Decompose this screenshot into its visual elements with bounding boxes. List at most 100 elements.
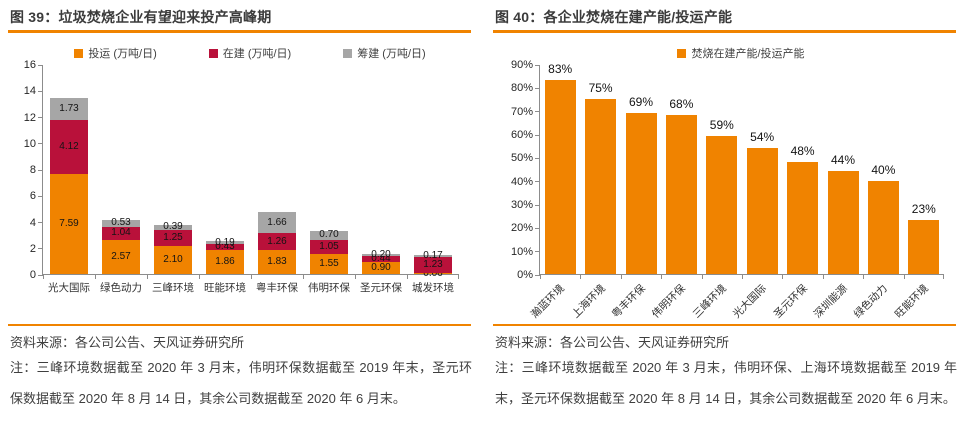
y-axis-tick-label: 6: [29, 190, 36, 203]
x-axis-tick: [95, 274, 96, 279]
x-axis-label: 瀚蓝环境: [528, 282, 568, 321]
x-axis-tick: [620, 274, 622, 279]
source-divider: [8, 324, 471, 326]
x-axis-tick: [199, 274, 200, 279]
bar-segment: [414, 273, 452, 274]
y-axis-tick: [535, 111, 540, 113]
x-axis-label: 光大国际: [730, 282, 770, 321]
data-label: 1.23: [423, 259, 443, 271]
bar-segment: [154, 224, 192, 231]
bar-segment: [258, 249, 296, 274]
plot-area: 0% 10% 20% 30% 40% 50% 60% 70% 80% 90% 83% 瀚蓝环境 75% 上…: [511, 59, 944, 321]
data-label: 1.04: [111, 227, 131, 239]
x-axis-label: 三峰环境: [690, 282, 729, 321]
x-axis-label: 伟明环保: [308, 282, 350, 294]
y-axis-tick: [38, 195, 43, 197]
legend-label: 焚烧在建产能/投运产能: [691, 48, 805, 60]
data-label: 0.70: [319, 229, 339, 241]
data-label: 1.25: [163, 232, 183, 244]
data-label: 4.12: [59, 141, 79, 153]
data-label: 68%: [669, 97, 694, 112]
bar-segment: [50, 97, 88, 121]
data-label: 54%: [750, 130, 775, 144]
x-axis-label: 绿色动力: [100, 282, 142, 294]
data-label: 0.17: [423, 249, 443, 261]
y-axis-tick-label: 40%: [510, 175, 533, 188]
y-axis-tick-label: 20%: [510, 222, 533, 235]
y-axis-tick-label: 80%: [510, 82, 533, 95]
bar-segment: [102, 226, 140, 241]
x-axis-tick: [540, 274, 541, 279]
data-label: 44%: [830, 153, 855, 168]
x-axis-tick: [251, 274, 252, 279]
y-axis-tick-label: 12: [23, 111, 36, 124]
x-axis-tick: [458, 274, 459, 279]
x-axis-tick: [863, 274, 865, 279]
y-axis-tick-label: 10%: [510, 245, 533, 258]
y-axis-tick-label: 2: [29, 242, 36, 255]
y-axis-tick-label: 16: [23, 59, 36, 71]
bar-segment: [362, 262, 400, 274]
bar-segment: [206, 241, 244, 244]
bar-segment: [102, 219, 140, 227]
bar-segment: [908, 220, 940, 274]
x-axis-tick: [822, 274, 824, 279]
legend-item: 投运 (万吨/日): [74, 45, 157, 61]
y-axis-tick: [38, 90, 43, 92]
y-axis-tick: [38, 222, 43, 223]
y-axis-tick-label: 10: [23, 137, 36, 150]
legend-label: 筹建 (万吨/日): [357, 48, 426, 60]
data-label: 2.57: [111, 251, 131, 263]
y-axis-tick: [535, 227, 540, 229]
data-label: 2.10: [163, 254, 183, 266]
data-label: 0.90: [371, 262, 391, 274]
y-axis-tick-label: 8: [29, 164, 36, 176]
bar-segment: [154, 230, 192, 247]
y-axis-tick-label: 4: [29, 216, 36, 229]
x-axis-tick: [782, 274, 784, 279]
bar-segment: [310, 230, 348, 240]
bar-segment: [258, 211, 296, 234]
legend-swatch-icon: [208, 48, 218, 58]
bar-segment: [310, 253, 348, 274]
bar-segment: [414, 254, 452, 258]
y-axis-tick: [38, 143, 43, 145]
x-axis-tick: [355, 274, 356, 279]
stacked-bar-chart: 投运 (万吨/日) 在建 (万吨/日) 筹建 (万吨/日) 0 2 4 6 8 10 12 14 16…: [8, 44, 468, 320]
legend-swatch-icon: [677, 48, 687, 58]
source-line: 资料来源：各公司公告、天风证券研究所: [495, 335, 730, 350]
x-axis-label: 光大国际: [48, 282, 90, 294]
x-axis-label: 旺能环境: [204, 282, 246, 294]
legend-item: 焚烧在建产能/投运产能: [677, 45, 805, 61]
x-axis-tick: [701, 274, 703, 279]
bar-segment: [827, 171, 859, 274]
note-text: 注：三峰环境数据截至 2020 年 3 月末，伟明环保、上海环境数据截至 201…: [495, 360, 957, 406]
legend-swatch-icon: [74, 48, 84, 58]
data-label: 0.20: [371, 249, 391, 261]
data-label: 7.59: [59, 218, 79, 230]
bar-segment: [50, 120, 88, 175]
data-label: 23%: [911, 202, 936, 217]
bar-segment: [706, 136, 738, 274]
figure-40-title: 图 40：各企业焚烧在建产能/投运产能: [495, 9, 733, 25]
legend-swatch-icon: [343, 48, 353, 58]
note-text: 注：三峰环境数据截至 2020 年 3 月末，伟明环保数据截至 2019 年末，…: [10, 360, 472, 406]
data-label: 0.19: [215, 236, 235, 248]
x-axis-label: 深圳能源: [811, 282, 850, 321]
x-axis-label: 伟明环保: [650, 282, 689, 321]
bar-segment: [154, 246, 192, 274]
data-label: 48%: [790, 144, 815, 158]
data-label: 1.26: [267, 235, 287, 247]
title-divider: [8, 30, 471, 33]
y-axis-tick: [535, 251, 540, 253]
y-axis-tick: [38, 248, 43, 250]
x-axis-tick: [580, 274, 582, 279]
data-label: 1.66: [267, 216, 287, 228]
y-axis-tick: [38, 169, 43, 171]
legend-item: 在建 (万吨/日): [208, 45, 291, 61]
x-axis-label: 上海环境: [569, 282, 608, 321]
y-axis-tick: [535, 134, 540, 136]
figure-39-title: 图 39：垃圾焚烧企业有望迎来投产高峰期: [10, 9, 272, 25]
bar-segment: [206, 249, 244, 274]
